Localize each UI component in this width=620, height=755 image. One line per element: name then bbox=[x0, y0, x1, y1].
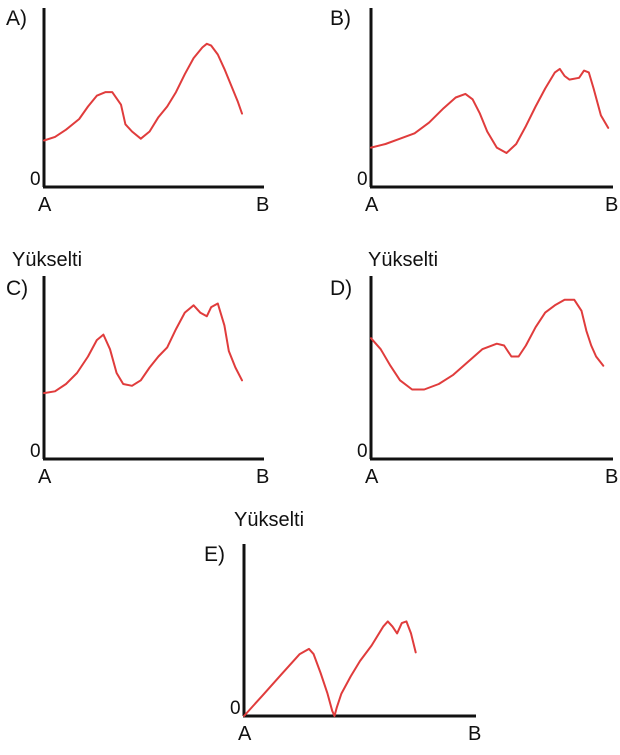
y-axis-label: Yükselti bbox=[368, 249, 439, 271]
x-axis-start-label: A bbox=[365, 466, 379, 488]
elevation-profile-line bbox=[370, 67, 610, 154]
x-axis-end-label: B bbox=[256, 194, 270, 216]
origin-tick-label: 0 bbox=[230, 698, 241, 719]
option-label: E) bbox=[204, 543, 225, 566]
x-axis-start-label: A bbox=[38, 466, 52, 488]
x-axis-end-label: B bbox=[605, 466, 619, 488]
elevation-profile-line bbox=[370, 298, 605, 391]
x-axis-start-label: A bbox=[38, 194, 52, 216]
elevation-profile-line bbox=[243, 620, 417, 717]
elevation-profile-line bbox=[43, 42, 243, 142]
origin-tick-label: 0 bbox=[357, 441, 368, 462]
x-axis-end-label: B bbox=[605, 194, 619, 216]
chart-panel-5 bbox=[242, 544, 476, 718]
elevation-profile-line bbox=[43, 302, 243, 395]
origin-tick-label: 0 bbox=[30, 169, 41, 190]
chart-panel-1 bbox=[42, 8, 264, 189]
chart-panel-4 bbox=[369, 276, 613, 461]
option-label: C) bbox=[6, 277, 29, 300]
x-axis-end-label: B bbox=[468, 723, 482, 745]
option-label: D) bbox=[330, 277, 353, 300]
origin-tick-label: 0 bbox=[30, 441, 41, 462]
x-axis-start-label: A bbox=[365, 194, 379, 216]
option-label: B) bbox=[330, 7, 351, 30]
chart-panel-2 bbox=[369, 8, 613, 189]
y-axis-label: Yükselti bbox=[12, 249, 83, 271]
chart-panel-3 bbox=[42, 276, 264, 461]
x-axis-end-label: B bbox=[256, 466, 270, 488]
y-axis-label: Yükselti bbox=[234, 509, 305, 531]
origin-tick-label: 0 bbox=[357, 169, 368, 190]
option-label: A) bbox=[6, 7, 27, 30]
x-axis-start-label: A bbox=[238, 723, 252, 745]
